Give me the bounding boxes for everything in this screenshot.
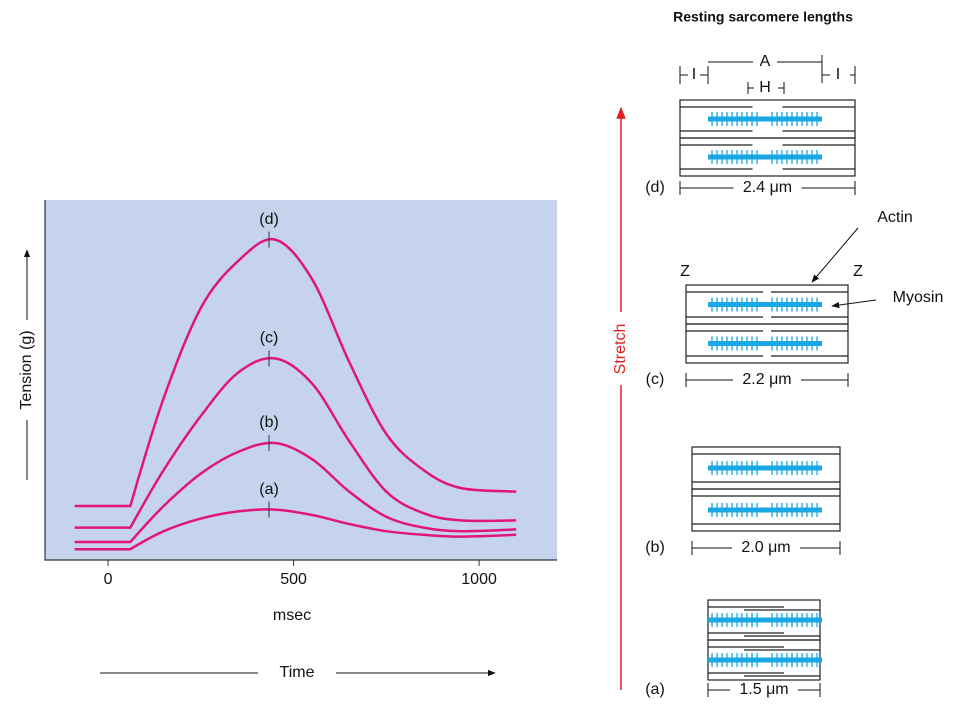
curve-label: (b) xyxy=(259,414,279,431)
axes xyxy=(44,200,557,561)
curve-label: (d) xyxy=(259,211,279,228)
sarcomere-length: 2.4 μm xyxy=(743,179,792,196)
sarcomere-label: (b) xyxy=(645,539,665,556)
myosin-heads xyxy=(711,503,818,517)
stretch-label: Stretch xyxy=(612,324,629,375)
tension-curve xyxy=(74,237,517,508)
myosin-arrow xyxy=(831,299,877,309)
time-label: Time xyxy=(280,664,315,681)
sarcomere-label: (d) xyxy=(645,179,665,196)
sarcomere-box xyxy=(691,488,841,532)
curve-label: (a) xyxy=(259,481,279,498)
tension-curve xyxy=(74,508,517,551)
myosin-heads xyxy=(711,613,818,627)
z-label: Z xyxy=(680,263,690,280)
x-tick-label: 500 xyxy=(280,571,307,588)
myosin-heads xyxy=(711,112,818,126)
band-h-label: H xyxy=(759,79,771,96)
length-bracket xyxy=(691,541,841,555)
actin-arrow xyxy=(811,227,859,283)
length-bracket xyxy=(707,683,821,697)
sarcomere-box xyxy=(685,323,849,364)
myosin-heads xyxy=(711,297,818,312)
z-label: Z xyxy=(853,263,863,280)
band-i-label: I xyxy=(692,66,696,83)
myosin-heads xyxy=(711,461,818,475)
length-bracket xyxy=(679,181,856,195)
sarcomere-length: 2.2 μm xyxy=(742,371,791,388)
myosin-label: Myosin xyxy=(893,289,944,306)
band-a-label: A xyxy=(760,53,771,70)
curve-label: (c) xyxy=(260,330,279,347)
band-brackets xyxy=(679,55,856,94)
sarcomere-length: 1.5 μm xyxy=(739,681,788,698)
myosin-heads xyxy=(711,150,818,164)
x-tick-label: 1000 xyxy=(461,571,497,588)
diagram-title: Resting sarcomere lengths xyxy=(673,9,853,25)
sarcomere-length: 2.0 μm xyxy=(741,539,790,556)
myosin-heads xyxy=(711,336,818,351)
tension-curve xyxy=(74,441,517,544)
band-i-label: I xyxy=(836,66,840,83)
sarcomere-box xyxy=(679,137,856,177)
actin-label: Actin xyxy=(877,209,913,226)
sarcomere-label: (c) xyxy=(646,371,665,388)
myosin-heads xyxy=(711,653,818,667)
sarcomere-label: (a) xyxy=(645,681,665,698)
length-bracket xyxy=(685,373,849,387)
plot-area xyxy=(45,200,557,560)
tension-curve xyxy=(74,356,517,529)
x-axis-label: msec xyxy=(273,607,311,624)
y-axis-label: Tension (g) xyxy=(18,330,35,409)
x-tick-label: 0 xyxy=(104,571,113,588)
